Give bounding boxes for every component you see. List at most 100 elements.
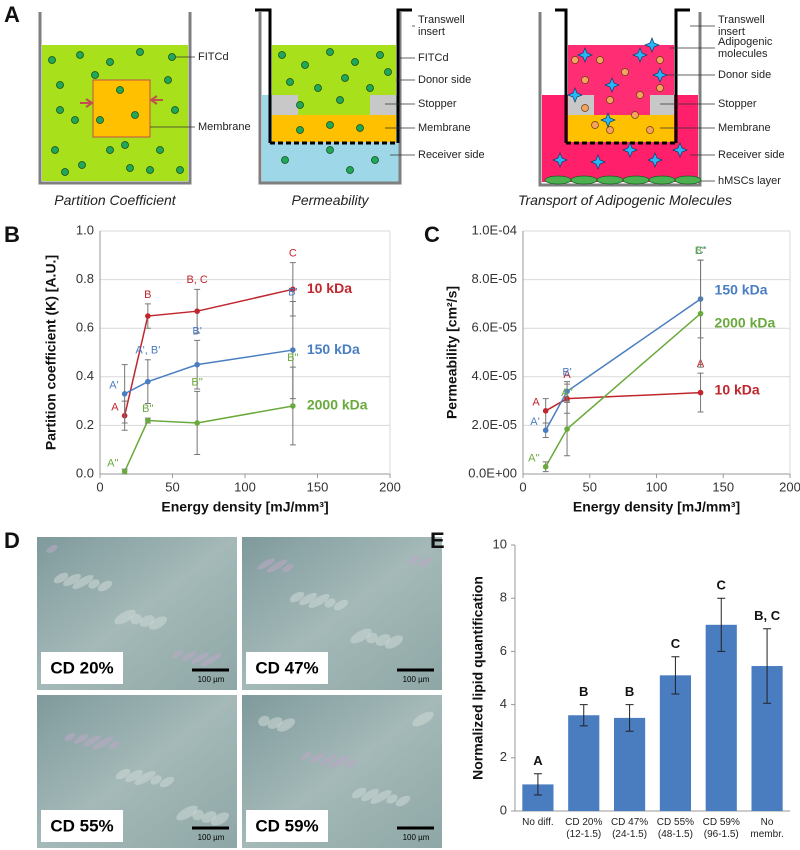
cell-texture bbox=[257, 558, 275, 570]
significance-letter: B'' bbox=[191, 376, 203, 388]
x-tick-label: 150 bbox=[307, 479, 329, 494]
data-point bbox=[121, 468, 128, 475]
scale-label: 100 µm bbox=[403, 675, 430, 684]
adipogenic-molecule bbox=[567, 87, 583, 103]
cell-texture bbox=[276, 718, 296, 732]
data-point bbox=[121, 391, 128, 397]
cell-texture bbox=[395, 795, 411, 807]
data-point bbox=[290, 403, 296, 409]
significance-letter: B'' bbox=[287, 352, 299, 364]
cell-texture bbox=[200, 653, 222, 667]
molecule bbox=[51, 146, 59, 154]
micrograph-label-box bbox=[246, 810, 328, 842]
series-line bbox=[123, 288, 294, 416]
legend-label: 150 kDa bbox=[307, 341, 360, 357]
y-tick-label: 6 bbox=[500, 643, 507, 658]
diagram-transport bbox=[538, 8, 715, 187]
significance-letter: B'' bbox=[142, 403, 154, 415]
data-point bbox=[194, 361, 200, 368]
y-tick-label: 1.0E-04 bbox=[471, 222, 517, 237]
molecule bbox=[326, 121, 334, 129]
stopper bbox=[272, 95, 298, 115]
molecule bbox=[591, 121, 599, 129]
cell-texture bbox=[408, 556, 420, 564]
molecule bbox=[61, 168, 69, 176]
micrograph-label: CD 47% bbox=[255, 658, 318, 677]
significance-letter: C bbox=[671, 636, 681, 651]
cell-texture bbox=[412, 711, 434, 727]
significance-letter: B' bbox=[192, 325, 201, 337]
molecule bbox=[121, 141, 129, 149]
adipogenic-molecule bbox=[672, 142, 688, 158]
molecule bbox=[126, 164, 134, 172]
molecule bbox=[48, 56, 56, 64]
data-point bbox=[290, 286, 296, 293]
y-axis-title: Permeability [cm²/s] bbox=[444, 286, 460, 419]
series-line bbox=[124, 349, 293, 395]
molecule bbox=[656, 84, 664, 92]
molecule bbox=[164, 76, 172, 84]
cell-texture bbox=[289, 591, 305, 603]
molecule bbox=[286, 78, 294, 86]
cell bbox=[596, 175, 624, 185]
membrane bbox=[568, 115, 674, 142]
data-point bbox=[697, 389, 704, 396]
scale-label: 100 µm bbox=[403, 833, 430, 842]
data-point bbox=[542, 427, 549, 434]
y-tick-label: 0 bbox=[500, 802, 507, 817]
scale-label: 100 µm bbox=[198, 833, 225, 842]
insert bbox=[255, 8, 412, 143]
cell-texture bbox=[319, 754, 337, 766]
data-point bbox=[194, 308, 200, 314]
data-point bbox=[194, 420, 200, 426]
cell-texture bbox=[72, 575, 94, 589]
molecule bbox=[606, 126, 614, 134]
molecule bbox=[656, 56, 664, 64]
data-point bbox=[542, 408, 549, 414]
diagram-label: Membrane bbox=[198, 121, 251, 133]
significance-letter: A' bbox=[530, 416, 539, 428]
cell-texture bbox=[370, 790, 392, 804]
molecule bbox=[116, 86, 124, 94]
data-point bbox=[290, 347, 296, 353]
molecule bbox=[136, 48, 144, 56]
panel-label: B bbox=[4, 222, 20, 247]
adipogenic-molecule bbox=[552, 152, 568, 168]
significance-letter: A bbox=[532, 397, 540, 409]
series-line bbox=[123, 405, 293, 472]
diagram-permeability bbox=[255, 8, 415, 185]
stopper bbox=[650, 95, 674, 115]
molecule bbox=[56, 106, 64, 114]
diagram-label: Receiver side bbox=[418, 149, 485, 161]
legend-label: 10 kDa bbox=[715, 381, 760, 397]
y-tick-label: 0.0 bbox=[76, 465, 94, 480]
data-point bbox=[697, 310, 704, 317]
legend-label: 2000 kDa bbox=[307, 397, 368, 413]
panel-label: C bbox=[424, 222, 440, 247]
x-tick-label: 200 bbox=[779, 479, 800, 494]
significance-letter: A' bbox=[109, 380, 118, 392]
micrograph-label-box bbox=[246, 652, 328, 684]
molecule bbox=[326, 146, 334, 154]
molecule bbox=[71, 116, 79, 124]
panel-label: E bbox=[430, 528, 445, 553]
significance-letter: A'' bbox=[528, 453, 540, 465]
diagram-label: Transwell insert bbox=[718, 14, 765, 38]
cell-texture bbox=[148, 616, 168, 630]
significance-letter: A bbox=[563, 369, 571, 381]
x-tick-label: No diff. bbox=[522, 817, 554, 828]
y-tick-label: 0.8 bbox=[76, 271, 94, 286]
cell-texture bbox=[333, 599, 349, 611]
cell-texture bbox=[181, 651, 197, 661]
y-tick-label: 6.0E-05 bbox=[471, 320, 517, 335]
diagram-label: Donor side bbox=[418, 74, 472, 86]
legend-label: 2000 kDa bbox=[715, 314, 776, 330]
molecule bbox=[336, 96, 344, 104]
molecule bbox=[91, 71, 99, 79]
significance-letter: A'' bbox=[107, 457, 119, 469]
cell bbox=[570, 175, 598, 185]
data-point bbox=[564, 388, 570, 395]
molecule bbox=[384, 68, 392, 76]
cell bbox=[674, 175, 702, 185]
x-tick-label: 200 bbox=[379, 479, 401, 494]
